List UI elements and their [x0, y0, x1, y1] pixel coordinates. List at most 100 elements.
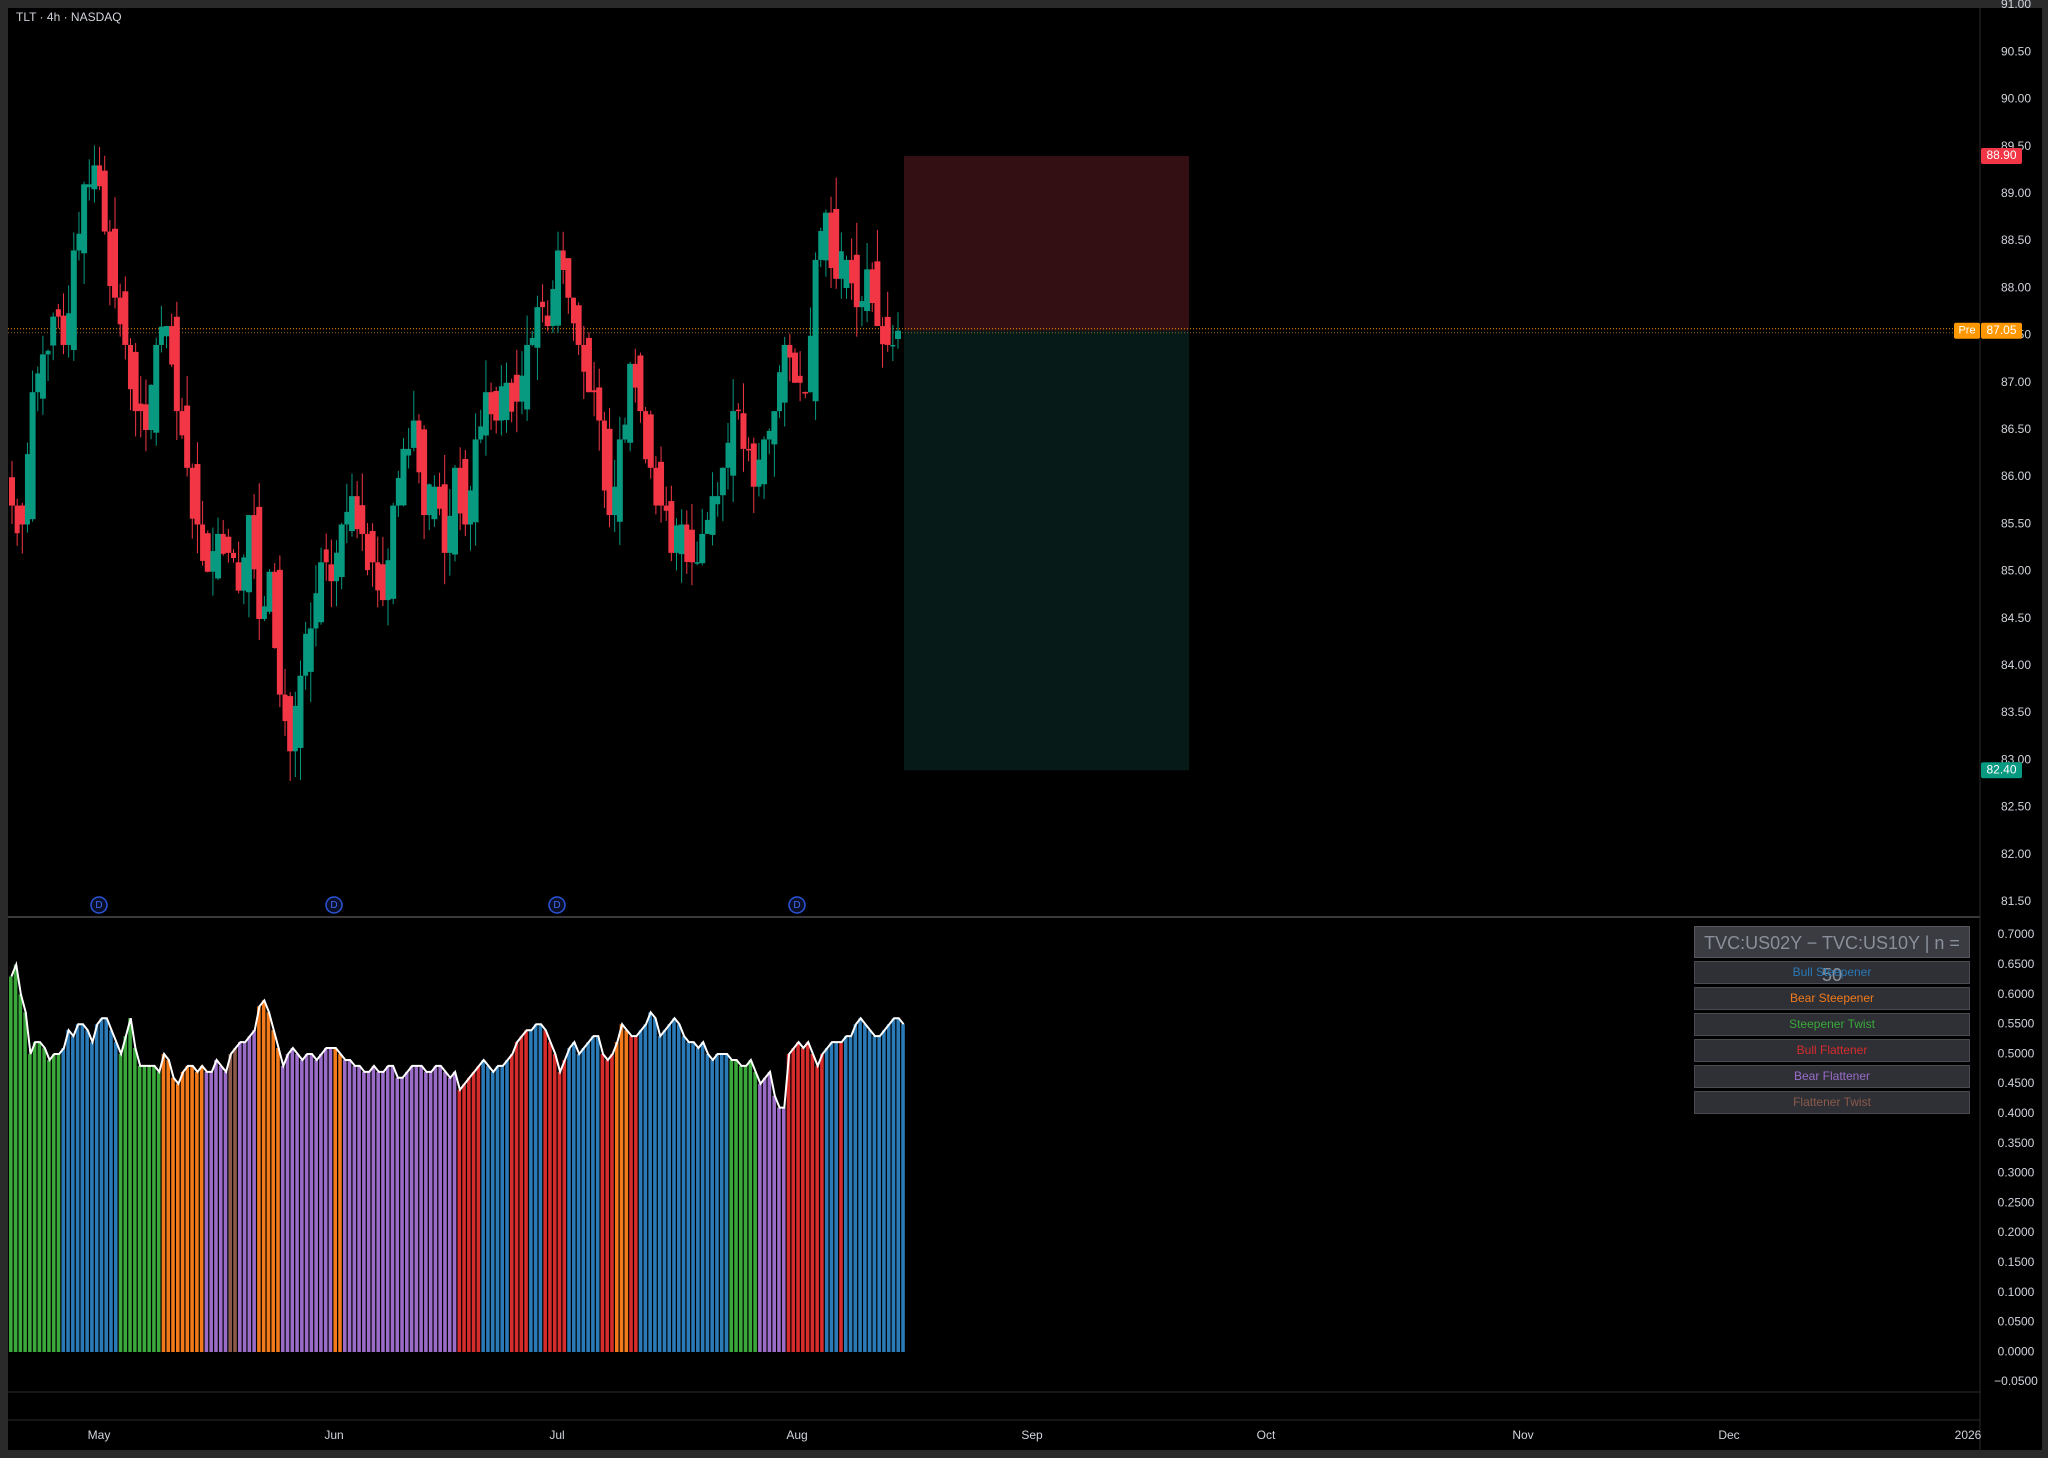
candle [591, 362, 597, 417]
osc-bar [290, 1048, 295, 1352]
candle-body [225, 536, 232, 553]
candle [220, 520, 226, 556]
osc-bar [801, 1048, 805, 1352]
osc-bar [438, 1065, 442, 1352]
osc-bar [514, 1042, 519, 1352]
osc-bar [395, 1077, 400, 1352]
candle-body [498, 386, 504, 421]
osc-bar [490, 1071, 495, 1352]
candle [472, 413, 479, 546]
candle [91, 145, 98, 203]
osc-tick-label: 0.6000 [1998, 987, 2035, 1001]
candle [467, 485, 473, 551]
candle-body [138, 403, 144, 412]
osc-bar [128, 1018, 132, 1352]
candle-body [895, 330, 901, 339]
osc-bar [829, 1042, 834, 1352]
candle-body [261, 606, 267, 619]
candle-body [256, 506, 263, 619]
candle-body [725, 442, 731, 468]
candle-body [570, 297, 576, 324]
candle-body [318, 562, 325, 623]
candle-body [581, 344, 587, 372]
osc-bar [218, 1065, 223, 1352]
osc-bar [452, 1071, 457, 1352]
legend-item: Steepener Twist [1694, 1013, 1970, 1036]
candle-body [235, 562, 242, 591]
candle [498, 365, 504, 436]
candle-body [884, 316, 891, 345]
osc-bar [572, 1042, 576, 1352]
osc-bar [877, 1036, 881, 1352]
osc-bar [552, 1054, 557, 1352]
current-price-badge: 87.05 Pre [1954, 322, 2022, 339]
candle [148, 384, 154, 440]
candle [245, 514, 252, 618]
osc-bar [638, 1030, 643, 1352]
legend-item: Flattener Twist [1694, 1091, 1970, 1114]
legend-item: Bull Flattener [1694, 1039, 1970, 1062]
osc-tick-label: 0.7000 [1998, 927, 2035, 941]
osc-bar [319, 1054, 323, 1352]
candle-body [874, 261, 881, 327]
candle-body [395, 477, 401, 506]
candle [132, 342, 139, 437]
candle [544, 300, 551, 332]
osc-bar [161, 1054, 166, 1352]
osc-bar [342, 1059, 347, 1352]
candle-body [35, 373, 41, 393]
candle [616, 416, 623, 546]
candle-body [334, 552, 340, 582]
candle [122, 276, 129, 360]
price-tick-label: 86.00 [2001, 469, 2031, 483]
candle-body [658, 461, 665, 506]
osc-tick-label: 0.2500 [1998, 1195, 2035, 1209]
osc-bar [104, 1018, 108, 1352]
candle-body [245, 515, 252, 593]
candle-body [406, 448, 412, 456]
candle-body [663, 505, 669, 511]
osc-bar [252, 1030, 256, 1352]
osc-bar [662, 1030, 667, 1352]
candle [869, 262, 875, 312]
candle [81, 181, 88, 284]
osc-bar [548, 1042, 552, 1352]
osc-bar [280, 1065, 285, 1352]
candle-body [344, 511, 350, 525]
candle [261, 596, 267, 622]
candle-body [719, 467, 726, 496]
target-badge-bg [1981, 762, 2022, 779]
candle-body [390, 505, 397, 599]
osc-bar [247, 1036, 252, 1352]
candle-body [45, 350, 51, 355]
osc-bar [328, 1048, 333, 1352]
candle [9, 461, 15, 525]
candle-body [447, 515, 453, 553]
dividend-marker-circle [548, 896, 566, 914]
candle-body [488, 392, 494, 415]
osc-bar [524, 1030, 528, 1352]
candle-body [91, 165, 98, 190]
osc-tick-label: 0.3500 [1998, 1136, 2035, 1150]
candle-body [864, 269, 871, 312]
candle [637, 352, 644, 423]
osc-bar [133, 1048, 137, 1352]
osc-bar [619, 1024, 624, 1352]
candle-body [534, 307, 541, 348]
candle-body [97, 165, 103, 187]
candle-body [348, 496, 355, 532]
candle-body [215, 533, 222, 579]
legend-item: Bear Flattener [1694, 1065, 1970, 1088]
candle-body [29, 392, 36, 520]
candle [457, 447, 463, 531]
candle-body [462, 459, 469, 525]
candle-body [55, 309, 61, 317]
candle-body [596, 387, 603, 421]
dividend-marker: D [90, 896, 108, 914]
candle [297, 660, 304, 780]
price-tick-label: 83.50 [2001, 705, 2031, 719]
osc-bar [419, 1065, 423, 1352]
candle-body [60, 315, 67, 345]
